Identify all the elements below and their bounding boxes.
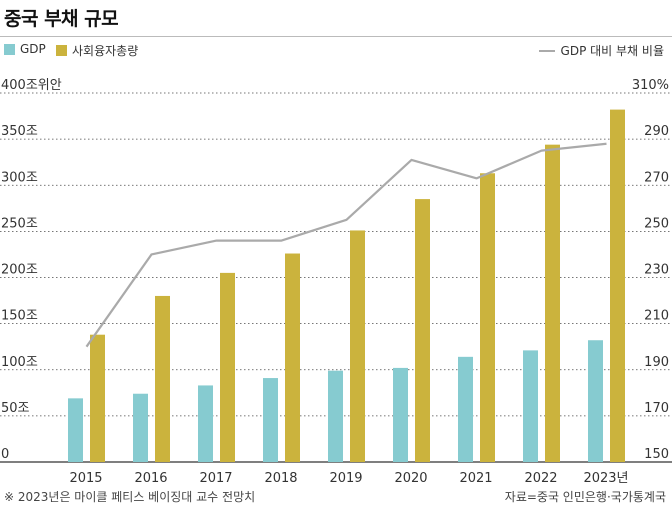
legend-financing-label: 사회융자총량: [72, 44, 139, 58]
bar-financing: [545, 144, 560, 462]
x-tick-label: 2018: [264, 471, 297, 486]
bar-gdp: [263, 378, 278, 462]
y-tick-label-left: 100조: [1, 355, 38, 370]
bar-financing: [90, 334, 105, 462]
y-tick-label-right: 310%: [632, 78, 669, 93]
x-tick-label: 2020: [394, 471, 427, 486]
y-tick-label-left: 0: [1, 447, 9, 462]
y-tick-label-left: 50조: [1, 401, 30, 416]
y-tick-label-right: 270: [644, 170, 669, 185]
y-tick-label-left: 150조: [1, 309, 38, 324]
y-tick-label-right: 250: [644, 216, 669, 231]
y-tick-label-right: 230: [644, 263, 669, 278]
bar-financing: [480, 173, 495, 462]
bar-gdp: [68, 398, 83, 462]
x-tick-label: 2021: [459, 471, 492, 486]
legend-gdp-label: GDP: [20, 42, 46, 56]
legend-ratio: GDP 대비 부채 비율: [538, 42, 664, 59]
legend-financing: 사회융자총량: [56, 42, 138, 59]
x-tick-label: 2017: [199, 471, 232, 486]
title-divider: [0, 36, 672, 37]
y-tick-label-right: 290: [644, 124, 669, 139]
legend-gdp-swatch: [4, 43, 15, 55]
x-tick-label: 2023년: [583, 471, 628, 486]
x-tick-label: 2016: [134, 471, 167, 486]
y-tick-label-left: 250조: [1, 216, 38, 231]
bar-financing: [610, 109, 625, 462]
y-tick-label-left: 200조: [1, 263, 38, 278]
y-tick-label-right: 190: [644, 355, 669, 370]
footnote-projection: ※ 2023년은 마이클 페티스 베이징대 교수 전망치: [4, 490, 256, 504]
bar-financing: [155, 295, 170, 462]
bar-gdp: [133, 393, 148, 462]
y-tick-label-right: 170: [644, 401, 669, 416]
bar-gdp: [198, 385, 213, 462]
y-tick-label-right: 150: [644, 447, 669, 462]
bar-financing: [220, 272, 235, 462]
bar-gdp: [328, 370, 343, 462]
bar-financing: [350, 230, 365, 462]
x-tick-label: 2015: [69, 471, 102, 486]
bar-gdp: [458, 356, 473, 462]
y-tick-label-left: 350조: [1, 124, 38, 139]
y-tick-label-left: 300조: [1, 170, 38, 185]
bar-financing: [285, 253, 300, 462]
legend-ratio-label: GDP 대비 부채 비율: [560, 44, 664, 58]
chart-title: 중국 부채 규모: [4, 8, 119, 30]
legend-gdp: GDP: [4, 42, 46, 56]
bar-gdp: [393, 367, 408, 462]
legend-ratio-line: [538, 49, 555, 52]
bar-financing: [415, 199, 430, 462]
bar-gdp: [588, 340, 603, 462]
y-tick-label-left: 400조위안: [1, 78, 62, 93]
line-debt-ratio: [85, 142, 607, 348]
bar-gdp: [523, 350, 538, 462]
x-tick-label: 2022: [524, 471, 557, 486]
legend-financing-swatch: [56, 45, 67, 56]
footnote-source: 자료=중국 인민은행·국가통계국: [504, 490, 666, 504]
y-tick-label-right: 210: [644, 309, 669, 324]
x-tick-label: 2019: [329, 471, 362, 486]
